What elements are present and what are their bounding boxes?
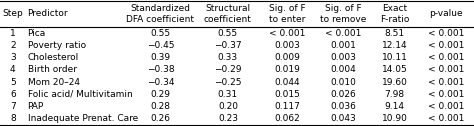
Text: Poverty ratio: Poverty ratio (27, 41, 86, 50)
Text: 0.010: 0.010 (331, 78, 356, 87)
Text: 0.23: 0.23 (218, 114, 238, 123)
Text: 5: 5 (10, 78, 16, 87)
Text: < 0.001: < 0.001 (326, 29, 362, 38)
Text: Mom 20–24: Mom 20–24 (27, 78, 80, 87)
Text: Structural
coefficient: Structural coefficient (204, 4, 252, 24)
Text: 0.062: 0.062 (274, 114, 300, 123)
Text: Birth order: Birth order (27, 65, 76, 74)
Text: Step: Step (2, 9, 23, 19)
Text: 0.003: 0.003 (274, 41, 300, 50)
Text: 9.14: 9.14 (385, 102, 405, 111)
Text: 0.33: 0.33 (218, 53, 238, 62)
Text: < 0.001: < 0.001 (428, 114, 464, 123)
Text: Inadequate Prenat. Care: Inadequate Prenat. Care (27, 114, 138, 123)
Text: Sig. of F
to remove: Sig. of F to remove (320, 4, 367, 24)
Text: 0.044: 0.044 (274, 78, 300, 87)
Text: 0.28: 0.28 (150, 102, 171, 111)
Text: 8.51: 8.51 (384, 29, 405, 38)
Text: 0.019: 0.019 (274, 65, 300, 74)
Text: < 0.001: < 0.001 (428, 102, 464, 111)
Text: 0.001: 0.001 (331, 41, 356, 50)
Text: 0.55: 0.55 (218, 29, 238, 38)
Text: Standardized
DFA coefficient: Standardized DFA coefficient (127, 4, 194, 24)
Text: < 0.001: < 0.001 (428, 41, 464, 50)
Text: 0.31: 0.31 (218, 90, 238, 99)
Text: 0.117: 0.117 (274, 102, 300, 111)
Text: 7: 7 (10, 102, 16, 111)
Text: 3: 3 (10, 53, 16, 62)
Text: Sig. of F
to enter: Sig. of F to enter (269, 4, 305, 24)
Text: Exact
F-ratio: Exact F-ratio (380, 4, 410, 24)
Text: 0.015: 0.015 (274, 90, 300, 99)
Text: −0.25: −0.25 (214, 78, 242, 87)
Text: −0.38: −0.38 (146, 65, 174, 74)
Text: 7.98: 7.98 (384, 90, 405, 99)
Text: 0.39: 0.39 (150, 53, 171, 62)
Text: PAP: PAP (27, 102, 44, 111)
Text: Folic acid/ Multivitamin: Folic acid/ Multivitamin (27, 90, 132, 99)
Text: < 0.001: < 0.001 (428, 29, 464, 38)
Text: −0.34: −0.34 (146, 78, 174, 87)
Text: −0.29: −0.29 (214, 65, 242, 74)
Text: < 0.001: < 0.001 (428, 53, 464, 62)
Text: 0.004: 0.004 (331, 65, 356, 74)
Text: 0.29: 0.29 (150, 90, 171, 99)
Text: < 0.001: < 0.001 (269, 29, 305, 38)
Text: 19.60: 19.60 (382, 78, 408, 87)
Text: Cholesterol: Cholesterol (27, 53, 79, 62)
Text: −0.45: −0.45 (146, 41, 174, 50)
Text: 14.05: 14.05 (382, 65, 408, 74)
Text: 0.26: 0.26 (150, 114, 171, 123)
Text: 10.11: 10.11 (382, 53, 408, 62)
Text: 0.003: 0.003 (331, 53, 356, 62)
Text: 0.009: 0.009 (274, 53, 300, 62)
Text: 8: 8 (10, 114, 16, 123)
Text: 0.036: 0.036 (331, 102, 356, 111)
Text: < 0.001: < 0.001 (428, 90, 464, 99)
Text: 4: 4 (10, 65, 16, 74)
Text: 0.55: 0.55 (150, 29, 171, 38)
Text: 6: 6 (10, 90, 16, 99)
Text: Predictor: Predictor (27, 9, 68, 19)
Text: 2: 2 (10, 41, 16, 50)
Text: p-value: p-value (429, 9, 463, 19)
Text: 0.043: 0.043 (331, 114, 356, 123)
Text: −0.37: −0.37 (214, 41, 242, 50)
Text: < 0.001: < 0.001 (428, 65, 464, 74)
Text: 0.026: 0.026 (331, 90, 356, 99)
Text: Pica: Pica (27, 29, 46, 38)
Text: 10.90: 10.90 (382, 114, 408, 123)
Text: 1: 1 (10, 29, 16, 38)
Text: < 0.001: < 0.001 (428, 78, 464, 87)
Text: 12.14: 12.14 (382, 41, 408, 50)
Text: 0.20: 0.20 (218, 102, 238, 111)
